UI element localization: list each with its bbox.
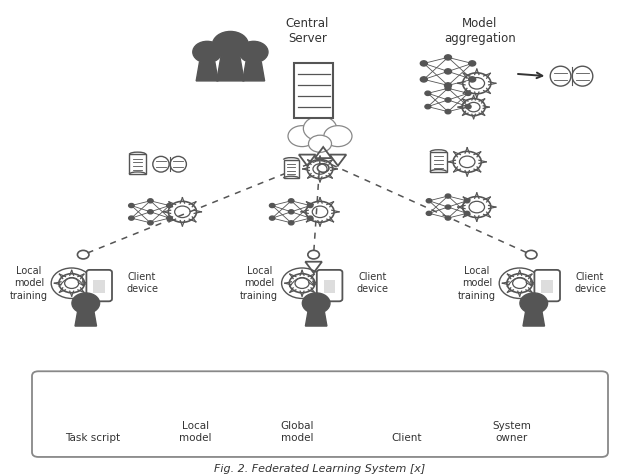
Circle shape bbox=[420, 77, 428, 82]
Circle shape bbox=[148, 210, 153, 214]
Text: Local
model
training: Local model training bbox=[458, 266, 496, 301]
Polygon shape bbox=[75, 308, 97, 326]
FancyBboxPatch shape bbox=[93, 280, 105, 293]
Circle shape bbox=[269, 204, 275, 208]
Circle shape bbox=[303, 116, 337, 141]
FancyBboxPatch shape bbox=[430, 152, 447, 172]
Circle shape bbox=[289, 199, 294, 203]
Circle shape bbox=[468, 77, 476, 82]
FancyBboxPatch shape bbox=[85, 391, 100, 410]
Text: Client: Client bbox=[391, 433, 422, 443]
Text: Local
model
training: Local model training bbox=[240, 266, 278, 301]
Ellipse shape bbox=[550, 66, 571, 86]
Text: Task script: Task script bbox=[65, 433, 120, 443]
Circle shape bbox=[518, 378, 538, 394]
Circle shape bbox=[420, 61, 428, 66]
Circle shape bbox=[426, 199, 432, 203]
Circle shape bbox=[129, 204, 134, 208]
Text: Local
model
training: Local model training bbox=[10, 266, 48, 301]
Circle shape bbox=[148, 199, 153, 203]
Text: System
owner: System owner bbox=[493, 421, 531, 443]
Circle shape bbox=[307, 216, 313, 220]
FancyBboxPatch shape bbox=[86, 270, 112, 301]
Polygon shape bbox=[520, 393, 536, 406]
Ellipse shape bbox=[170, 156, 186, 172]
Polygon shape bbox=[397, 387, 416, 404]
FancyBboxPatch shape bbox=[284, 160, 299, 178]
Circle shape bbox=[186, 408, 191, 412]
Circle shape bbox=[465, 104, 471, 109]
Ellipse shape bbox=[572, 66, 593, 86]
FancyBboxPatch shape bbox=[534, 270, 560, 301]
Circle shape bbox=[445, 98, 451, 102]
Circle shape bbox=[445, 109, 451, 114]
Polygon shape bbox=[305, 308, 327, 326]
Ellipse shape bbox=[280, 392, 297, 409]
Text: Client
device: Client device bbox=[574, 272, 606, 295]
Circle shape bbox=[72, 293, 100, 314]
FancyBboxPatch shape bbox=[541, 280, 553, 293]
Circle shape bbox=[394, 374, 419, 393]
Text: Client
device: Client device bbox=[126, 272, 158, 295]
Circle shape bbox=[239, 41, 268, 63]
Circle shape bbox=[445, 86, 451, 90]
Circle shape bbox=[166, 216, 172, 220]
Polygon shape bbox=[523, 308, 545, 326]
Circle shape bbox=[193, 41, 221, 63]
Circle shape bbox=[302, 293, 330, 314]
Polygon shape bbox=[243, 62, 264, 81]
Circle shape bbox=[426, 211, 432, 215]
FancyBboxPatch shape bbox=[32, 371, 608, 457]
Circle shape bbox=[445, 55, 451, 60]
Circle shape bbox=[324, 126, 352, 147]
Circle shape bbox=[204, 393, 209, 397]
Circle shape bbox=[169, 404, 174, 408]
Text: Model
aggregation: Model aggregation bbox=[444, 17, 516, 45]
Circle shape bbox=[129, 216, 134, 220]
Circle shape bbox=[204, 404, 209, 408]
Circle shape bbox=[269, 216, 275, 220]
Circle shape bbox=[148, 221, 153, 225]
Text: Global
model: Global model bbox=[281, 421, 314, 443]
Circle shape bbox=[464, 211, 470, 215]
FancyBboxPatch shape bbox=[294, 63, 333, 118]
Circle shape bbox=[212, 31, 248, 58]
FancyBboxPatch shape bbox=[324, 280, 335, 293]
Polygon shape bbox=[217, 58, 244, 81]
Polygon shape bbox=[502, 390, 522, 406]
Circle shape bbox=[425, 104, 431, 109]
Circle shape bbox=[308, 135, 332, 152]
Ellipse shape bbox=[298, 392, 316, 409]
Circle shape bbox=[166, 204, 172, 208]
Circle shape bbox=[289, 210, 294, 214]
Circle shape bbox=[186, 388, 191, 392]
Circle shape bbox=[425, 91, 431, 96]
Text: Central
Server: Central Server bbox=[285, 17, 329, 45]
Circle shape bbox=[499, 372, 525, 390]
Text: Client
device: Client device bbox=[356, 272, 388, 295]
Circle shape bbox=[445, 69, 451, 74]
Circle shape bbox=[445, 83, 451, 88]
Circle shape bbox=[288, 126, 316, 147]
Circle shape bbox=[445, 205, 451, 209]
Text: Fig. 2. Federated Learning System [x]: Fig. 2. Federated Learning System [x] bbox=[214, 464, 426, 474]
Ellipse shape bbox=[153, 156, 169, 172]
Circle shape bbox=[445, 216, 451, 220]
Circle shape bbox=[289, 221, 294, 225]
Circle shape bbox=[445, 194, 451, 198]
Circle shape bbox=[465, 91, 471, 96]
Circle shape bbox=[486, 378, 506, 394]
Circle shape bbox=[464, 199, 470, 203]
FancyBboxPatch shape bbox=[317, 270, 342, 301]
Polygon shape bbox=[488, 393, 504, 406]
Circle shape bbox=[307, 204, 313, 208]
Text: Local
model: Local model bbox=[179, 421, 211, 443]
Circle shape bbox=[186, 398, 191, 402]
Circle shape bbox=[468, 61, 476, 66]
FancyBboxPatch shape bbox=[129, 154, 146, 174]
Polygon shape bbox=[196, 62, 218, 81]
Circle shape bbox=[520, 293, 548, 314]
Circle shape bbox=[169, 393, 174, 397]
